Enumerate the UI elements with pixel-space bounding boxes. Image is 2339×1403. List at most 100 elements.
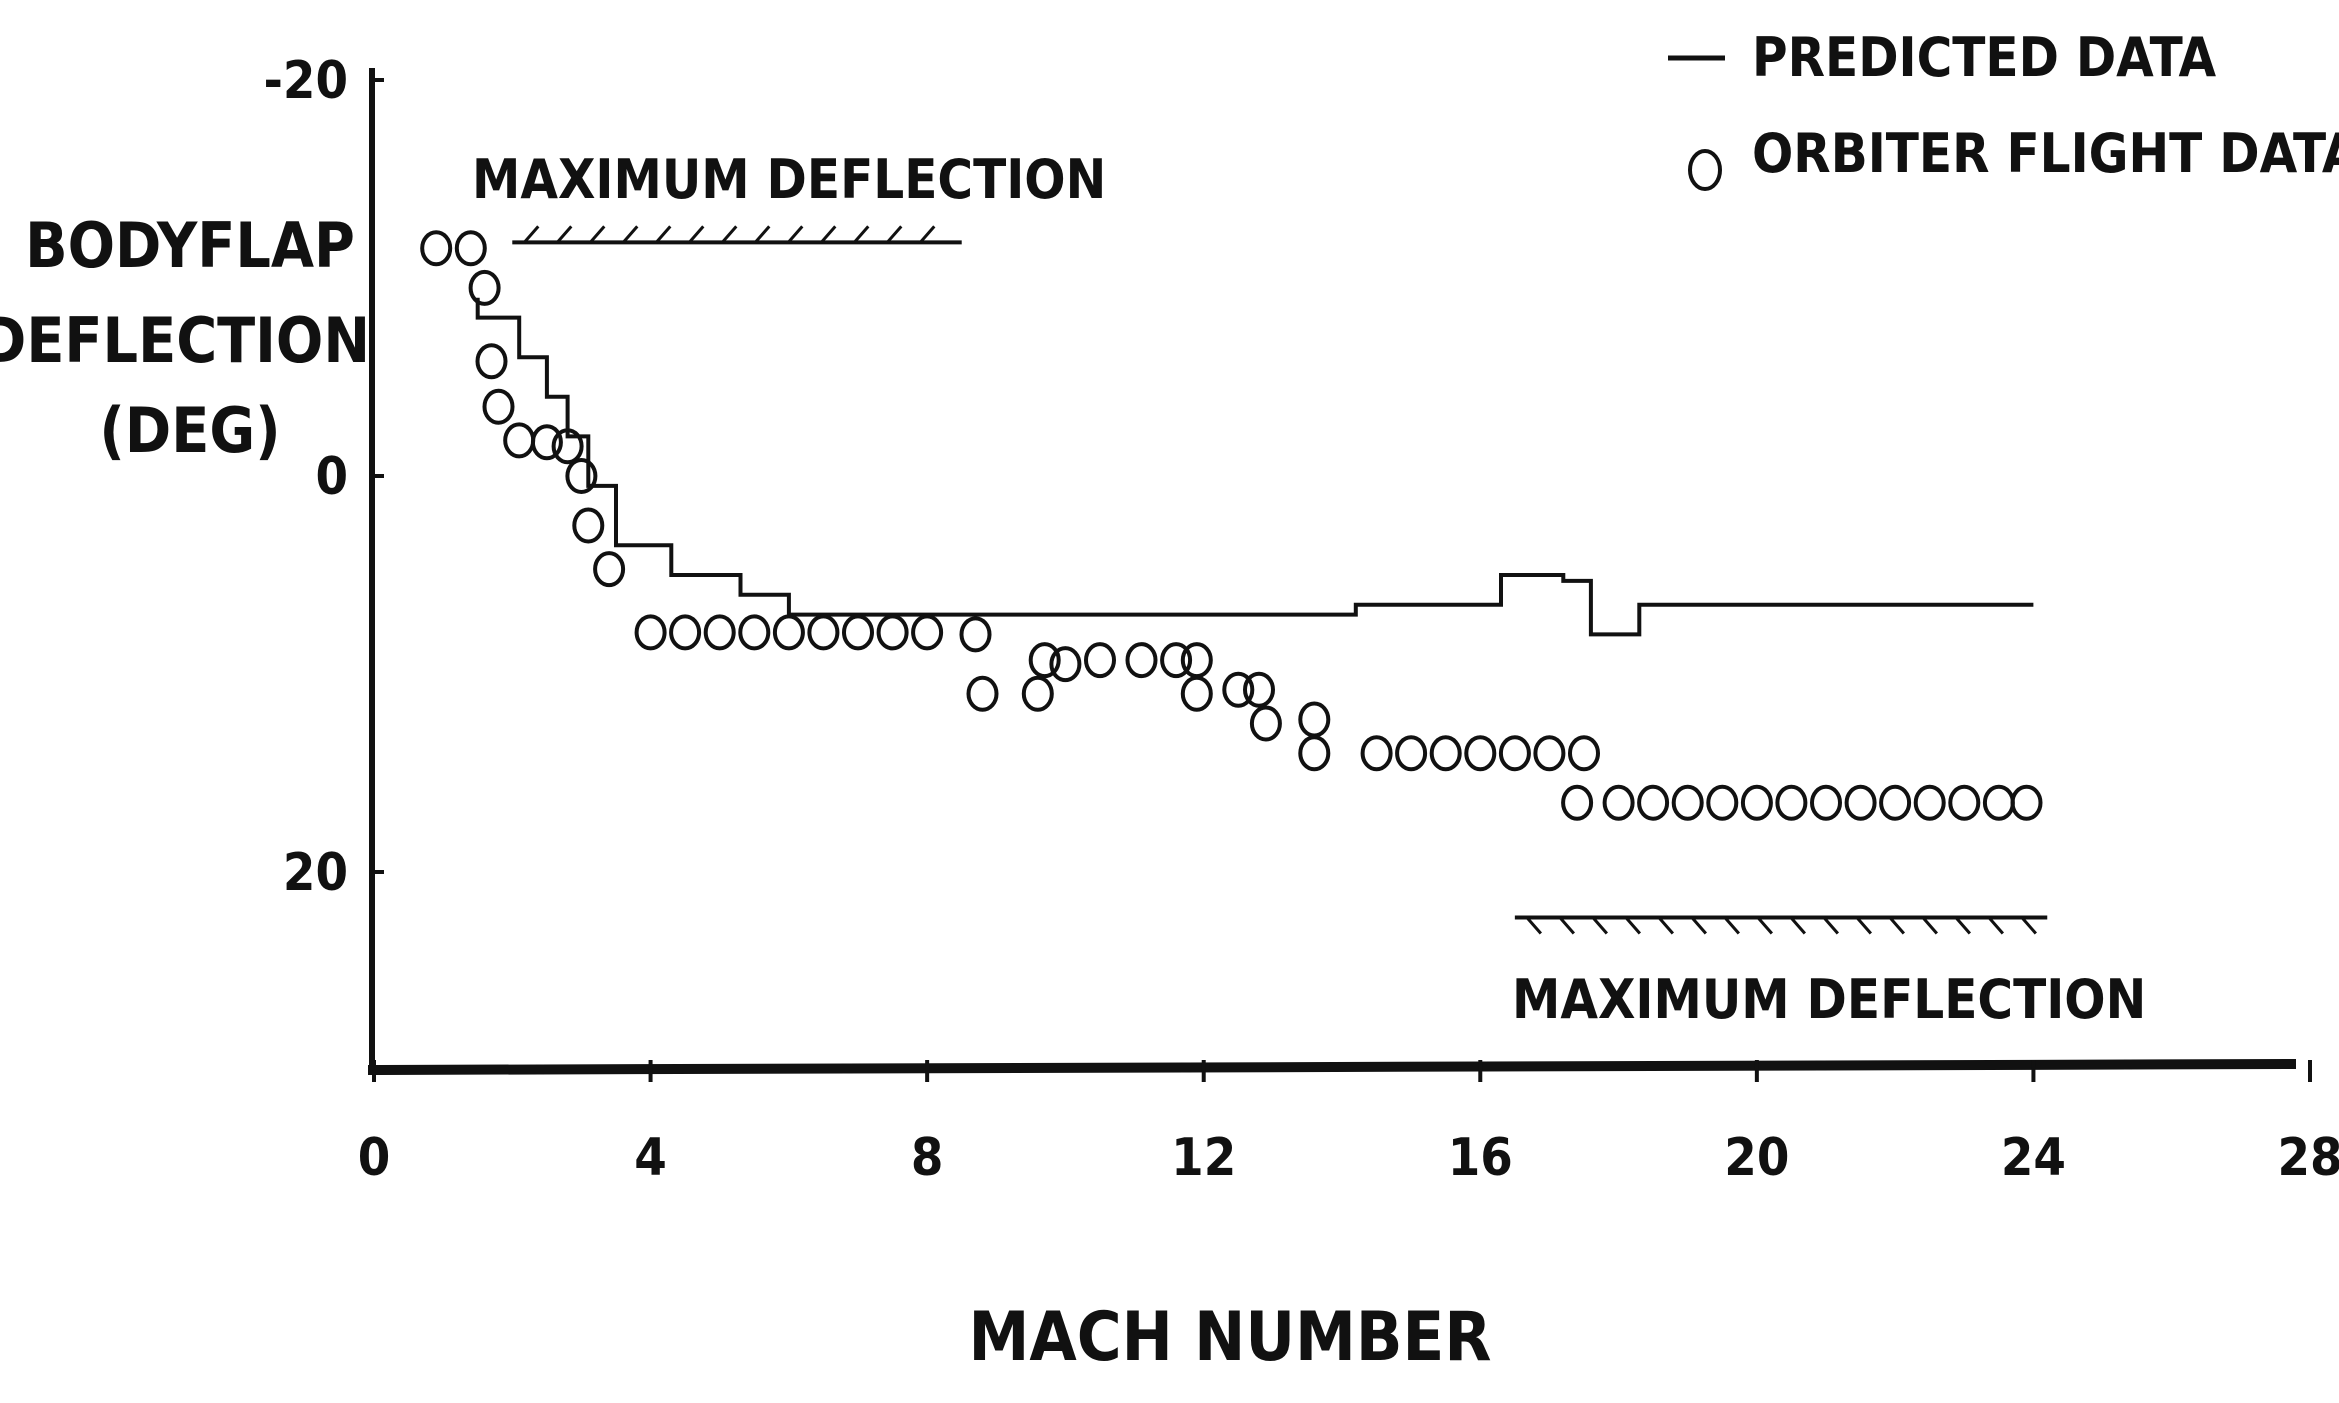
limit-hatch xyxy=(1921,916,1938,935)
flight-data-point xyxy=(1028,642,1061,679)
flight-data-point xyxy=(1602,784,1635,821)
flight-data-point xyxy=(1222,671,1255,708)
flight-data-point xyxy=(1775,784,1808,821)
flight-data-point xyxy=(1982,784,2015,821)
x-tick-label: 28 xyxy=(2277,1128,2339,1188)
flight-data-point xyxy=(959,616,992,653)
flight-data-point xyxy=(1533,735,1566,772)
flight-data-point xyxy=(475,343,508,380)
limit-hatch xyxy=(688,225,705,244)
annotation-max-deflection-lower: MAXIMUM DEFLECTION xyxy=(1512,968,2146,1031)
limit-hatch xyxy=(2020,916,2037,935)
limit-hatch xyxy=(853,225,870,244)
flight-data-point xyxy=(966,675,999,712)
flight-data-point xyxy=(807,614,840,651)
flight-data-point xyxy=(876,614,909,651)
x-axis-line xyxy=(367,1059,2297,1075)
legend-circle-marker xyxy=(1688,149,1722,191)
flight-data-point xyxy=(1249,705,1282,742)
flight-data-point xyxy=(468,269,501,306)
x-tick-label: 16 xyxy=(1448,1128,1513,1188)
limit-hatch xyxy=(1690,916,1707,935)
flight-data-point xyxy=(420,230,453,267)
flight-data-point xyxy=(1706,784,1739,821)
y-axis-label-line-3: (DEG) xyxy=(99,394,280,467)
predicted-data-line xyxy=(475,297,2034,637)
predicted-data-series xyxy=(475,297,2034,637)
flight-data-point xyxy=(1948,784,1981,821)
limit-hatch xyxy=(1657,916,1674,935)
limit-hatch xyxy=(1591,916,1608,935)
flight-data-point xyxy=(1360,735,1393,772)
limit-hatch xyxy=(1525,916,1542,935)
flight-data-point xyxy=(2010,784,2043,821)
flight-data-point xyxy=(565,458,598,494)
y-tick-labels: -20 0 20 xyxy=(263,51,384,903)
y-tick-label: 0 xyxy=(315,447,348,507)
flight-data-point xyxy=(1160,642,1193,679)
x-tick-labels: 0 4 8 12 16 20 24 28 xyxy=(358,1060,2339,1188)
limit-hatch xyxy=(622,225,639,244)
x-tick-label: 8 xyxy=(911,1128,944,1188)
flight-data-point xyxy=(1180,675,1213,712)
flight-data-point xyxy=(1021,675,1054,712)
flight-data-point xyxy=(593,551,626,588)
flight-data-point xyxy=(1180,642,1213,679)
limit-hatch xyxy=(721,225,738,244)
limit-hatch xyxy=(1855,916,1872,935)
flight-data-point xyxy=(503,422,536,459)
flight-data-point xyxy=(1637,784,1670,821)
limit-hatch xyxy=(1822,916,1839,935)
limit-hatch xyxy=(820,225,837,244)
flight-data-point xyxy=(1464,735,1497,772)
flight-data-point xyxy=(634,614,667,651)
limit-hatch xyxy=(655,225,672,244)
flight-data-point xyxy=(454,230,487,267)
limit-hatch xyxy=(1624,916,1641,935)
limit-hatch xyxy=(556,225,573,244)
limit-hatch xyxy=(523,225,540,244)
legend-label-predicted: PREDICTED DATA xyxy=(1752,26,2217,89)
flight-data-point xyxy=(1298,735,1331,772)
limit-hatch xyxy=(787,225,804,244)
limit-hatch xyxy=(1558,916,1575,935)
flight-data-point xyxy=(1879,784,1912,821)
limit-hatch xyxy=(1789,916,1806,935)
flight-data-point xyxy=(1498,735,1531,772)
flight-data-point xyxy=(1671,784,1704,821)
limit-hatch xyxy=(886,225,903,244)
y-tick-label: 20 xyxy=(283,843,348,903)
limit-hatch xyxy=(1888,916,1905,935)
limit-hatch xyxy=(589,225,606,244)
flight-data-point xyxy=(738,614,771,651)
flight-data-point xyxy=(1913,784,1946,821)
legend: PREDICTED DATA ORBITER FLIGHT DATA xyxy=(1668,26,2339,191)
flight-data-point xyxy=(1125,642,1158,679)
x-tick-label: 4 xyxy=(634,1128,667,1188)
y-axis-label-line-1: BODYFLAP xyxy=(25,209,355,282)
flight-data-point xyxy=(703,614,736,651)
flight-data-point xyxy=(1740,784,1773,821)
flight-data-point xyxy=(482,388,515,425)
orbiter-flight-data-series xyxy=(420,230,2043,821)
limit-hatch xyxy=(754,225,771,244)
flight-data-point xyxy=(669,614,702,651)
y-axis-label-line-2: DEFLECTION xyxy=(0,304,370,377)
flight-data-point xyxy=(1298,701,1331,738)
flight-data-point xyxy=(1049,646,1082,683)
flight-data-point xyxy=(1568,735,1600,772)
x-tick-label: 20 xyxy=(1724,1128,1789,1188)
limit-hatch xyxy=(1987,916,2004,935)
flight-data-point xyxy=(842,614,874,651)
flight-data-point xyxy=(1561,784,1594,821)
flight-data-point xyxy=(530,424,563,461)
limit-hatch xyxy=(1954,916,1971,935)
x-tick-label: 12 xyxy=(1171,1128,1236,1188)
flight-data-point xyxy=(1395,735,1428,772)
flight-data-point xyxy=(572,507,605,544)
x-tick-label: 0 xyxy=(358,1128,391,1188)
y-tick-label: -20 xyxy=(263,51,348,111)
legend-label-flight-data: ORBITER FLIGHT DATA xyxy=(1752,122,2339,185)
flight-data-point xyxy=(551,428,584,465)
